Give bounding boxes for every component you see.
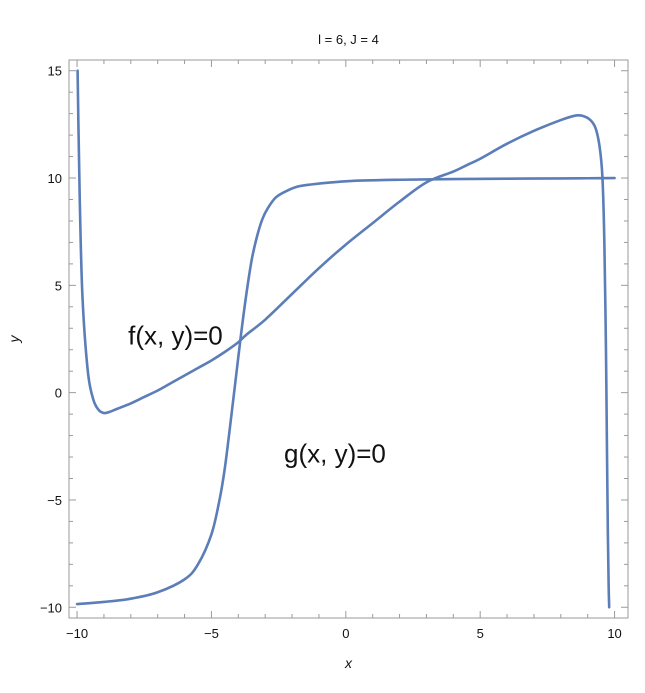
curves [75,69,616,609]
y-tick-label: −10 [40,600,62,615]
x-tick-label: 5 [477,626,484,641]
y-axis-label: y [6,335,22,344]
y-tick-label: −5 [47,493,62,508]
x-tick-label: −5 [204,626,219,641]
curve-annotation: f(x, y)=0 [128,321,223,351]
x-tick-label: −10 [66,626,88,641]
plot-frame [68,59,629,619]
y-tick-label: 10 [48,171,62,186]
y-tick-label: 15 [48,64,62,79]
series-line-2 [75,176,616,606]
series-line-1 [76,69,611,609]
axis-ticks: −10 −5 0 5 10 −10 −5 0 5 10 15 [40,60,628,641]
annotations: f(x, y)=0 g(x, y)=0 [128,321,386,469]
curve-annotation: g(x, y)=0 [284,439,386,469]
chart-title: l = 6, J = 4 [318,32,379,47]
x-tick-label: 10 [607,626,621,641]
y-tick-label: 0 [55,386,62,401]
x-tick-label: 0 [342,626,349,641]
y-tick-label: 5 [55,278,62,293]
x-axis-label: x [344,655,353,671]
